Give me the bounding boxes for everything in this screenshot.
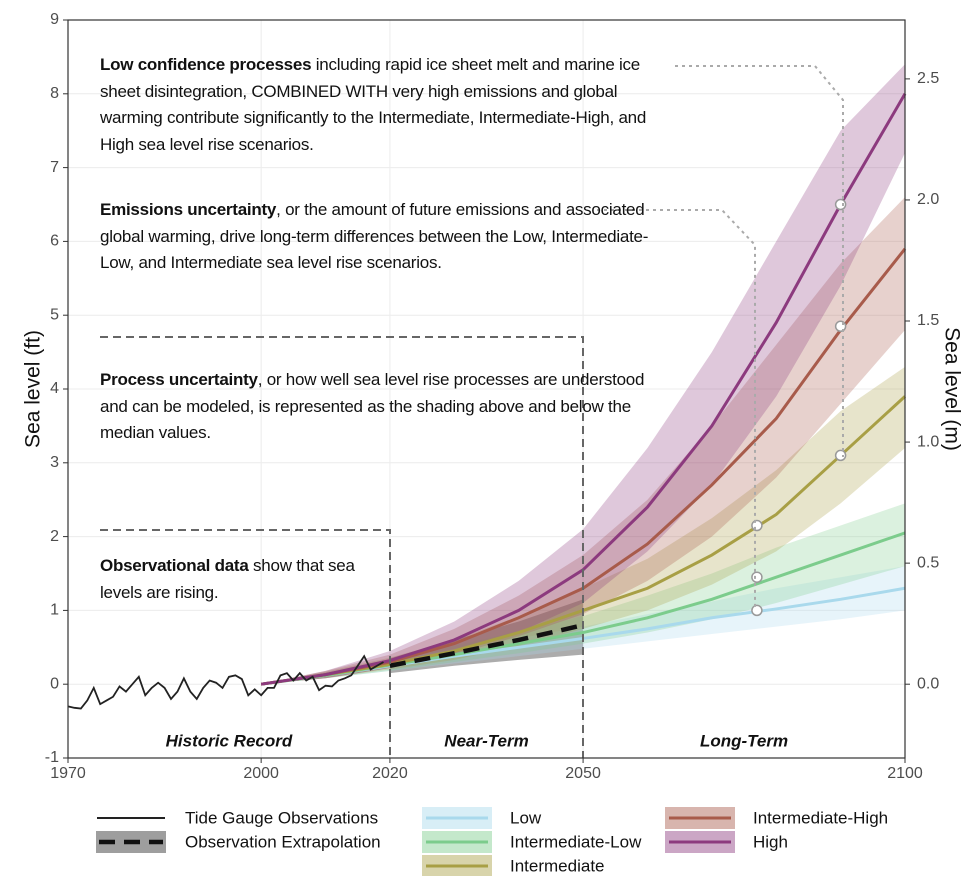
observation-line [67,654,384,710]
y-tick-label: -1 [45,749,59,766]
annotation-text: , or the amount of future emissions and … [100,200,649,272]
annotation-bold: Low confidence processes [100,55,312,74]
period-divider [100,336,584,758]
y-tick-label: 6 [50,233,59,250]
y2-tick-label: 0.0 [917,675,939,692]
period-label: Near-Term [444,731,528,750]
x-tick-label: 2000 [243,765,279,782]
guide-layer [100,65,844,758]
y2-tick-label: 1.5 [917,312,939,329]
annotation-bold: Observational data [100,556,249,575]
x-tick-label: 2050 [565,765,601,782]
legend-text: Low [510,808,542,827]
legend-text: Intermediate-High [753,808,888,827]
legend-text: Intermediate [510,856,605,875]
annotation: Process uncertainty, or how well sea lev… [100,367,675,447]
extrapolation-line [389,622,584,668]
x-tick-label: 1970 [50,765,86,782]
annotation-text: including rapid ice sheet melt and marin… [100,55,647,154]
annotation: Low confidence processes including rapid… [100,52,675,158]
annotation: Observational data show that sea levels … [100,553,400,606]
legend-text: Observation Extrapolation [185,832,381,851]
y2-axis-title: Sea level (m) [940,327,963,451]
annotation-text: , or how well sea level rise processes a… [100,370,645,442]
annotation-bold: Process uncertainty [100,370,258,389]
x-tick-label: 2020 [372,765,408,782]
period-label: Historic Record [166,731,293,750]
y2-tick-label: 0.5 [917,554,939,571]
legend-text: High [753,832,788,851]
period-label: Long-Term [700,731,788,750]
axis-layer: -1 0 1 2 3 4 5 6 7 8 9 0.0 0.5 1.0 1.5 2.0 2.5 1970 2000 20… [45,11,940,782]
y-tick-label: 3 [50,454,59,471]
y-tick-label: 8 [50,85,59,102]
y-tick-label: 4 [50,380,59,397]
uncertainty-band [261,503,906,685]
y-axis-title: Sea level (ft) [22,330,45,448]
y-tick-label: 2 [50,528,59,545]
y-tick-label: 1 [50,602,59,619]
uncertainty-band [261,566,906,685]
annotation-marker [751,571,763,583]
legend-text: Tide Gauge Observations [185,808,378,827]
leader-line [675,65,844,457]
y2-tick-label: 2.0 [917,191,939,208]
y-tick-label: 9 [50,11,59,28]
y-tick-label: 5 [50,306,59,323]
annotation: Emissions uncertainty, or the amount of … [100,197,675,277]
y2-tick-label: 2.5 [917,70,939,87]
annotation-marker [834,198,847,211]
legend: Tide Gauge Observations Observation Extra… [96,807,888,876]
annotation-bold: Emissions uncertainty [100,200,277,219]
y2-tick-label: 1.0 [917,433,939,450]
annotation-marker [751,519,763,532]
annotation-marker [751,604,763,617]
leader-line [597,209,756,610]
annotation-marker [834,320,847,333]
y-tick-label: 7 [50,159,59,176]
annotation-text: show that sea levels are rising. [100,556,355,602]
x-tick-label: 2100 [887,765,923,782]
uncertainty-band [261,366,906,685]
y-tick-label: 0 [50,675,59,692]
legend-text: Intermediate-Low [510,832,642,851]
annotation-marker [834,449,847,462]
period-divider [100,529,391,758]
